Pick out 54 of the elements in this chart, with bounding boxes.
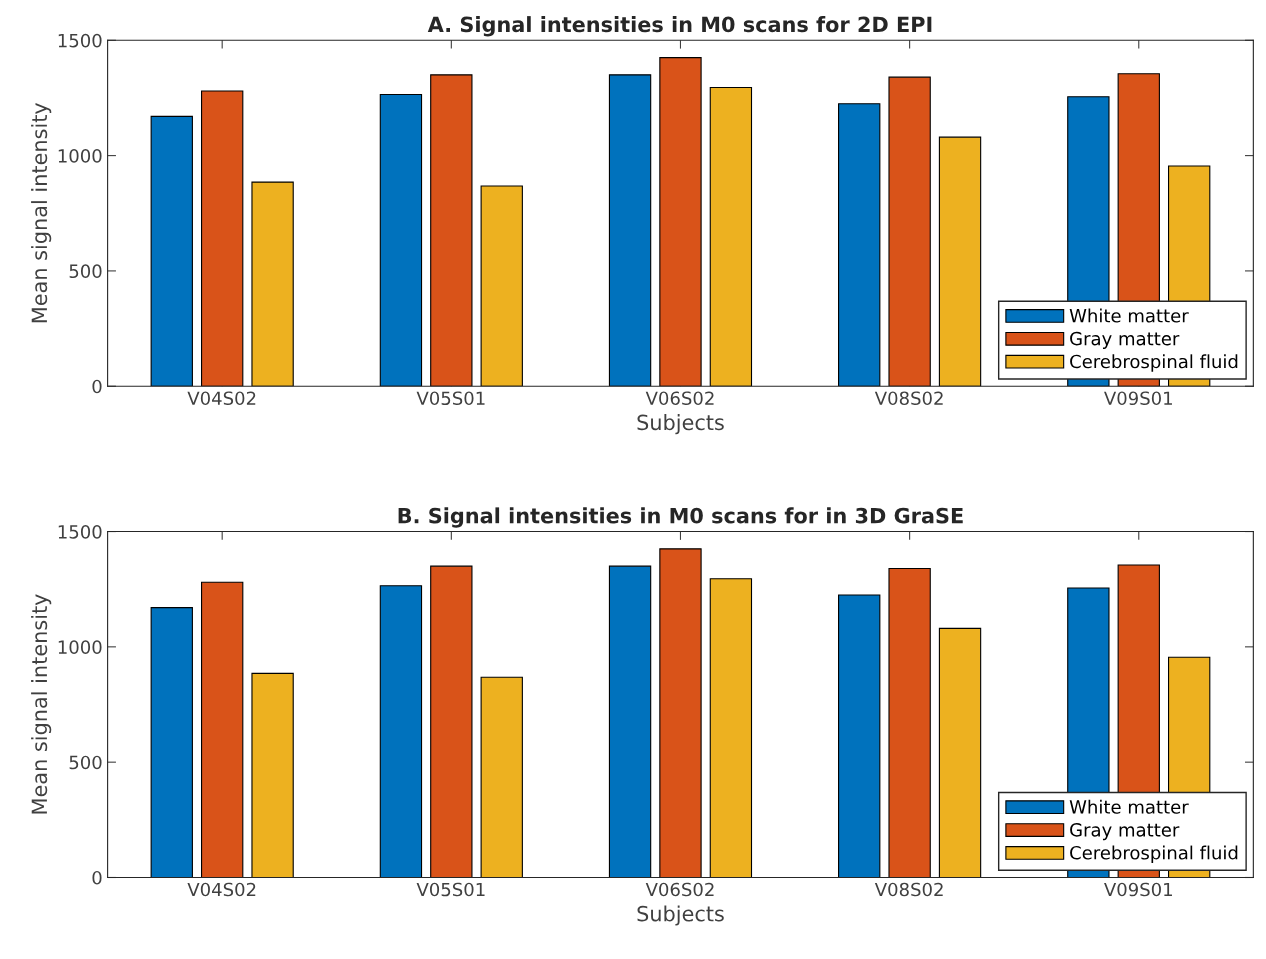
bar: [480, 676, 523, 878]
chart-title: A. Signal intensities in M0 scans for 2D EPI: [427, 16, 932, 37]
bar: [838, 594, 881, 878]
y-axis-title: Mean signal intensity: [31, 102, 52, 323]
x-tick-label: V04S02: [187, 391, 256, 406]
bar: [838, 103, 881, 387]
x-tick-label: V08S02: [874, 882, 943, 897]
x-tick-label: V06S02: [645, 882, 714, 897]
x-tick-label: V04S02: [187, 882, 256, 897]
bar: [709, 578, 753, 878]
bar: [608, 565, 652, 878]
x-tick-label: V05S01: [416, 882, 485, 897]
bar: [659, 548, 702, 878]
legend-label: Cerebrospinal fluid: [1070, 845, 1238, 864]
bar: [379, 93, 423, 387]
chart-title: B. Signal intensities in M0 scans for in 3D GraSE: [398, 507, 963, 528]
x-axis-title: Subjects: [637, 905, 724, 926]
bar: [709, 87, 753, 387]
y-tick-label: 1000: [58, 640, 102, 654]
bar: [659, 57, 702, 387]
x-tick-label: V06S02: [645, 391, 714, 406]
y-tick-label: 1000: [58, 149, 102, 163]
y-tick-label: 500: [69, 264, 102, 279]
bar: [201, 581, 244, 878]
x-tick-label: V09S01: [1104, 882, 1172, 897]
bar: [430, 565, 473, 878]
legend-label: White matter: [1069, 799, 1189, 814]
y-axis-title: Mean signal intensity: [31, 594, 52, 814]
bar: [150, 607, 193, 878]
bar: [888, 76, 931, 387]
bar: [888, 567, 931, 878]
y-tick-label: 0: [92, 870, 102, 885]
bar: [201, 90, 244, 387]
legend-label: Gray matter: [1070, 822, 1180, 841]
legend-label: Cerebrospinal fluid: [1070, 354, 1238, 372]
x-tick-label: V08S02: [874, 391, 943, 406]
bar: [938, 136, 982, 387]
legend-label: White matter: [1069, 308, 1189, 323]
bar: [938, 627, 982, 878]
bar: [608, 74, 652, 387]
legend-label: Gray matter: [1070, 331, 1180, 349]
bar: [480, 185, 523, 387]
bar: [251, 181, 294, 387]
y-tick-label: 0: [92, 379, 102, 394]
y-tick-label: 1500: [58, 33, 102, 48]
y-tick-label: 500: [69, 755, 102, 770]
bar: [251, 672, 294, 878]
bar: [430, 74, 473, 387]
x-tick-label: V09S01: [1104, 391, 1172, 406]
x-axis-title: Subjects: [637, 414, 724, 435]
y-tick-label: 1500: [58, 524, 102, 539]
x-tick-label: V05S01: [416, 391, 485, 406]
bar: [379, 585, 423, 878]
bar: [150, 115, 193, 387]
